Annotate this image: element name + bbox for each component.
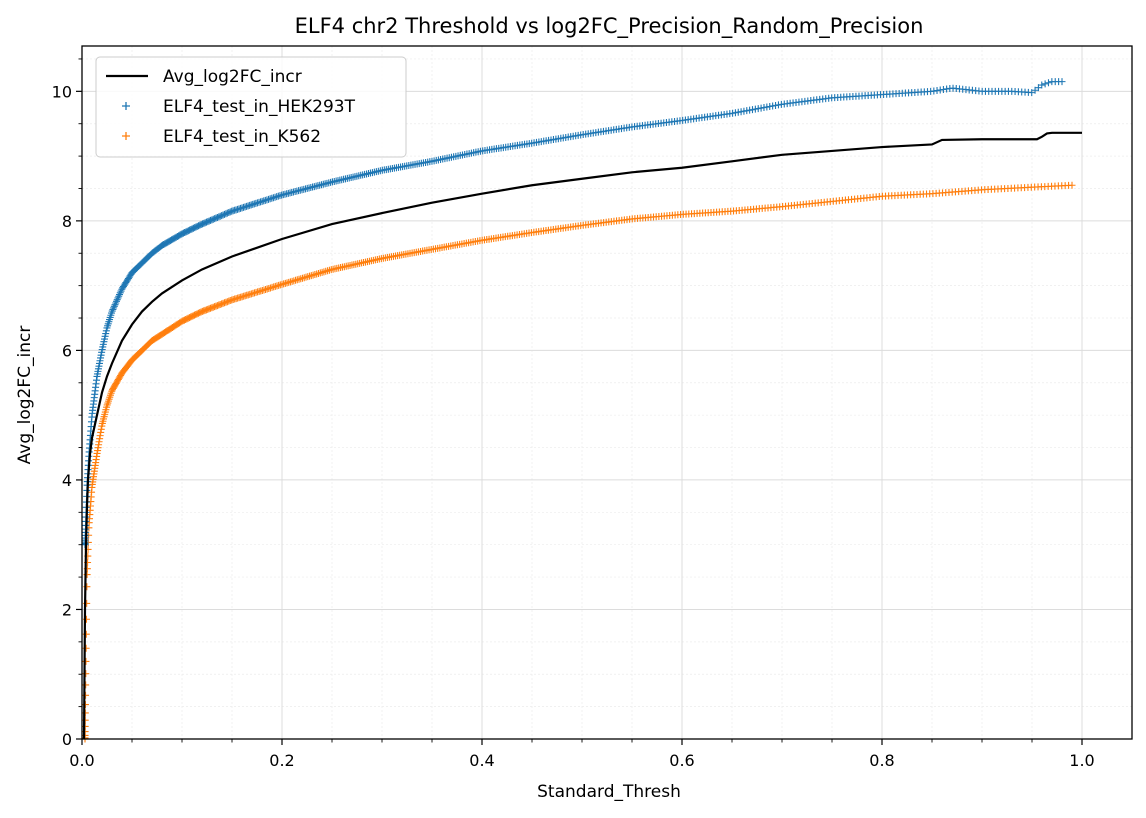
legend-marker-swatch (122, 102, 130, 110)
y-axis-ticks: 0 2 4 6 8 10 (52, 58, 82, 749)
data-point (1058, 78, 1066, 86)
x-axis-label: Standard_Thresh (537, 782, 681, 802)
data-point (222, 298, 230, 306)
x-tick-label: 0.2 (269, 751, 294, 770)
data-point (114, 294, 122, 302)
plot-frame (81, 45, 1133, 740)
data-point (1044, 79, 1052, 87)
data-point (111, 301, 119, 309)
data-point (223, 209, 231, 217)
data-point (226, 208, 234, 216)
y-axis-label: Avg_log2FC_incr (15, 326, 35, 465)
data-point (112, 299, 120, 307)
legend-label: Avg_log2FC_incr (163, 67, 302, 87)
data-point (110, 302, 118, 310)
data-point (82, 691, 90, 699)
data-point (109, 305, 117, 313)
x-tick-label: 0.8 (869, 751, 894, 770)
data-point (223, 298, 231, 306)
legend-label: ELF4_test_in_K562 (163, 127, 321, 147)
chart-title: ELF4 chr2 Threshold vs log2FC_Precision_… (295, 14, 924, 39)
data-point (81, 701, 89, 709)
data-point (110, 304, 118, 312)
data-point (1068, 181, 1076, 189)
data-point (116, 291, 124, 299)
data-point (226, 297, 234, 305)
data-point (82, 670, 90, 678)
y-tick-label: 10 (52, 82, 72, 101)
series-layer (81, 78, 1082, 743)
x-axis-ticks: 0.0 0.2 0.4 0.6 0.8 1.0 (69, 739, 1095, 770)
data-point (117, 287, 125, 295)
data-point (115, 292, 123, 300)
data-point (81, 709, 89, 717)
legend: Avg_log2FC_incr ELF4_test_in_HEK293T ELF4_… (95, 56, 407, 158)
legend-label: ELF4_test_in_HEK293T (163, 97, 356, 117)
data-point (1038, 81, 1046, 89)
x-tick-label: 0.4 (469, 751, 494, 770)
y-tick-label: 4 (62, 471, 72, 490)
line-series-Avg_log2FC_incr (82, 131, 1082, 740)
y-tick-label: 0 (62, 730, 72, 749)
legend-marker-swatch (122, 132, 130, 140)
data-point (113, 296, 121, 304)
data-point (112, 297, 120, 305)
legend-box (95, 56, 407, 158)
y-tick-label: 6 (62, 341, 72, 360)
data-point (1041, 80, 1049, 88)
data-point (225, 297, 233, 305)
y-tick-label: 2 (62, 600, 72, 619)
x-tick-label: 1.0 (1069, 751, 1094, 770)
data-point (82, 681, 90, 689)
x-tick-label: 0.6 (669, 751, 694, 770)
data-point (116, 289, 124, 297)
minor-grid (82, 46, 1132, 739)
data-point (108, 307, 116, 315)
x-tick-label: 0.0 (69, 751, 94, 770)
y-tick-label: 8 (62, 212, 72, 231)
scatter-series-ELF4_test_in_K562 (81, 181, 1076, 743)
data-point (225, 209, 233, 217)
data-point (97, 425, 105, 433)
